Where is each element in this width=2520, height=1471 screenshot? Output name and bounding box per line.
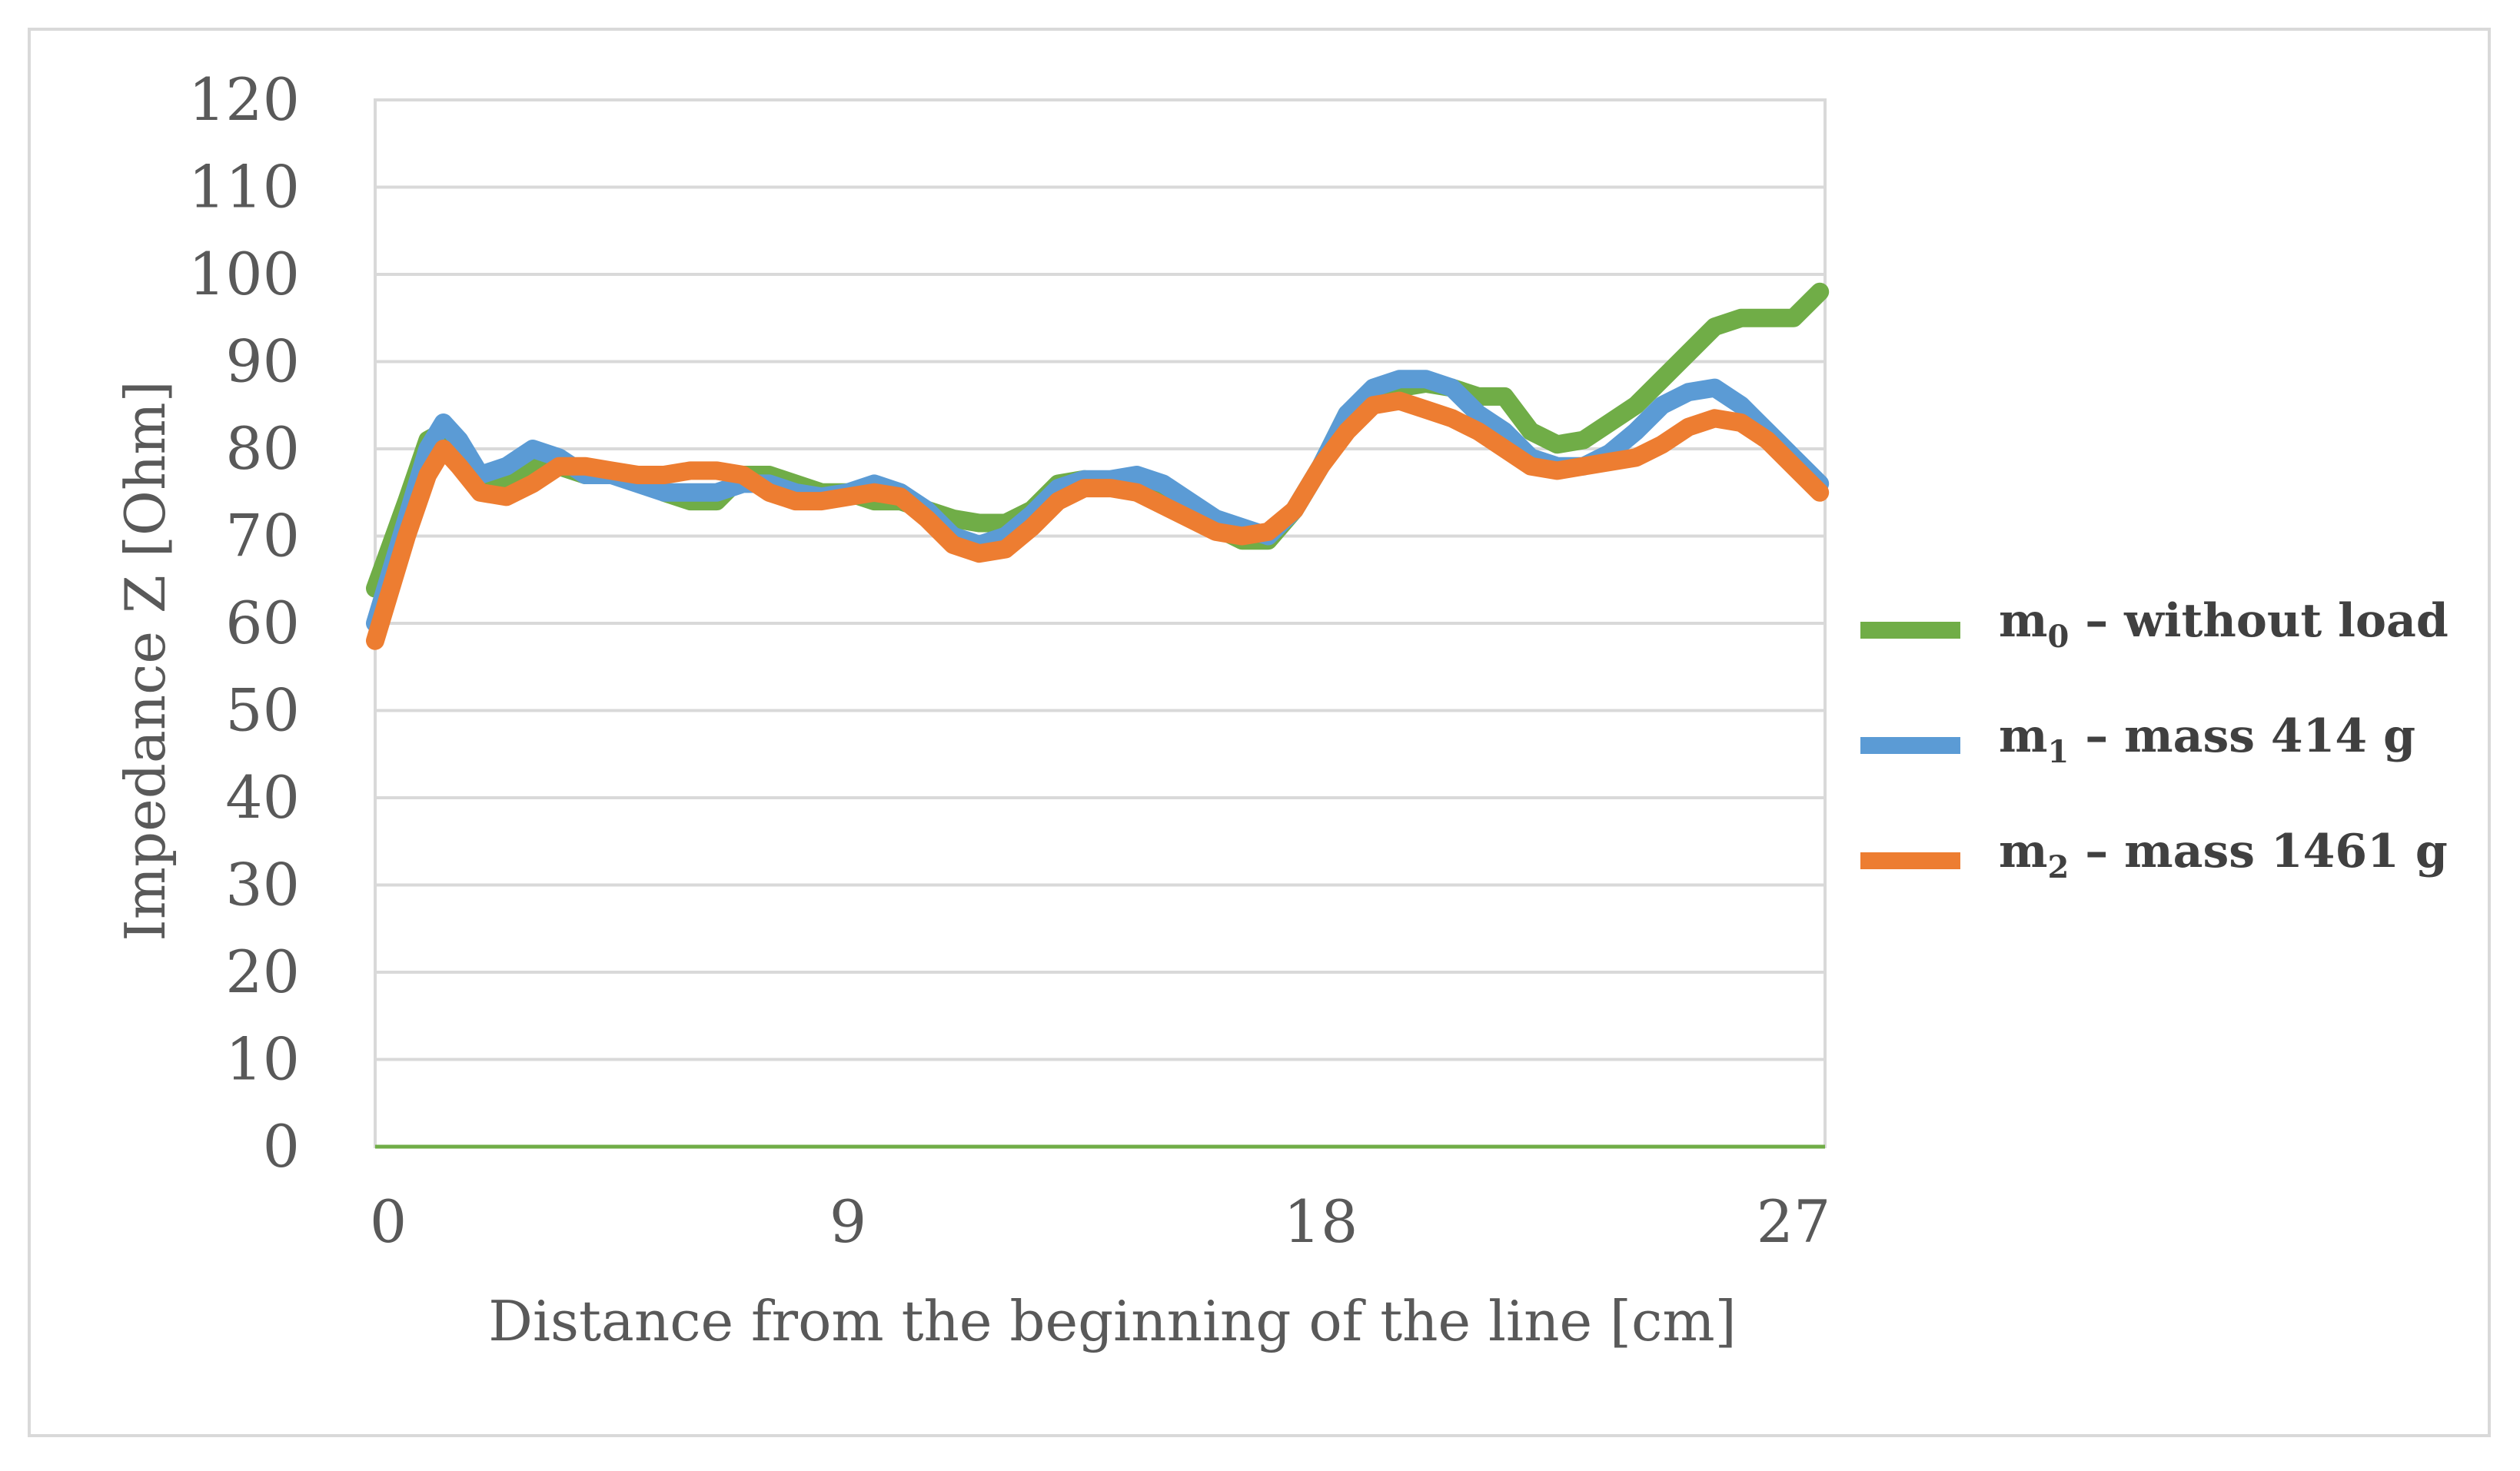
x-tick-label: 9 <box>829 1187 866 1256</box>
y-tick-label: 20 <box>225 938 300 1006</box>
legend-label-rest: – without load <box>2069 594 2448 648</box>
y-tick-label: 40 <box>225 763 300 832</box>
y-tick-label: 80 <box>225 414 300 483</box>
legend-label-rest: – mass 414 g <box>2069 709 2415 763</box>
x-tick-label: 0 <box>370 1187 407 1256</box>
y-tick-label: 90 <box>225 327 300 396</box>
legend-label-sub: 0 <box>2048 619 2070 655</box>
y-tick-label: 30 <box>225 851 300 919</box>
y-tick-label: 50 <box>225 676 300 745</box>
y-axis-title: Impedance Z [Ohm] <box>113 380 178 941</box>
series-line-m2 <box>366 391 1830 650</box>
legend-label-m2: m2 – mass 1461 g <box>1999 825 2448 885</box>
legend-label-sub: 1 <box>2048 734 2070 770</box>
y-tick-label: 70 <box>225 502 300 570</box>
legend-label-rest: – mass 1461 g <box>2069 825 2447 878</box>
y-axis-ticks: 0 10 20 30 40 50 60 70 80 90 100 110 120 <box>188 65 300 1180</box>
x-axis-ticks: 0 9 18 27 <box>370 1187 1830 1256</box>
legend-label-main: m <box>1999 709 2048 763</box>
legend-label-main: m <box>1999 825 2048 878</box>
legend-label-sub: 2 <box>2048 849 2070 885</box>
x-tick-label: 18 <box>1284 1187 1358 1256</box>
y-tick-label: 60 <box>225 589 300 657</box>
y-tick-label: 0 <box>263 1112 300 1180</box>
y-tick-label: 110 <box>188 153 300 221</box>
y-tick-label: 10 <box>225 1025 300 1094</box>
legend-label-m0: m0 – without load <box>1999 594 2449 655</box>
y-tick-label: 120 <box>188 65 300 134</box>
legend-label-m1: m1 – mass 414 g <box>1999 709 2415 770</box>
series-lines <box>366 282 1830 650</box>
x-axis-title: Distance from the beginning of the line … <box>488 1289 1736 1353</box>
x-tick-label: 27 <box>1757 1187 1831 1256</box>
y-tick-label: 100 <box>188 240 300 308</box>
legend-label-main: m <box>1999 594 2048 648</box>
